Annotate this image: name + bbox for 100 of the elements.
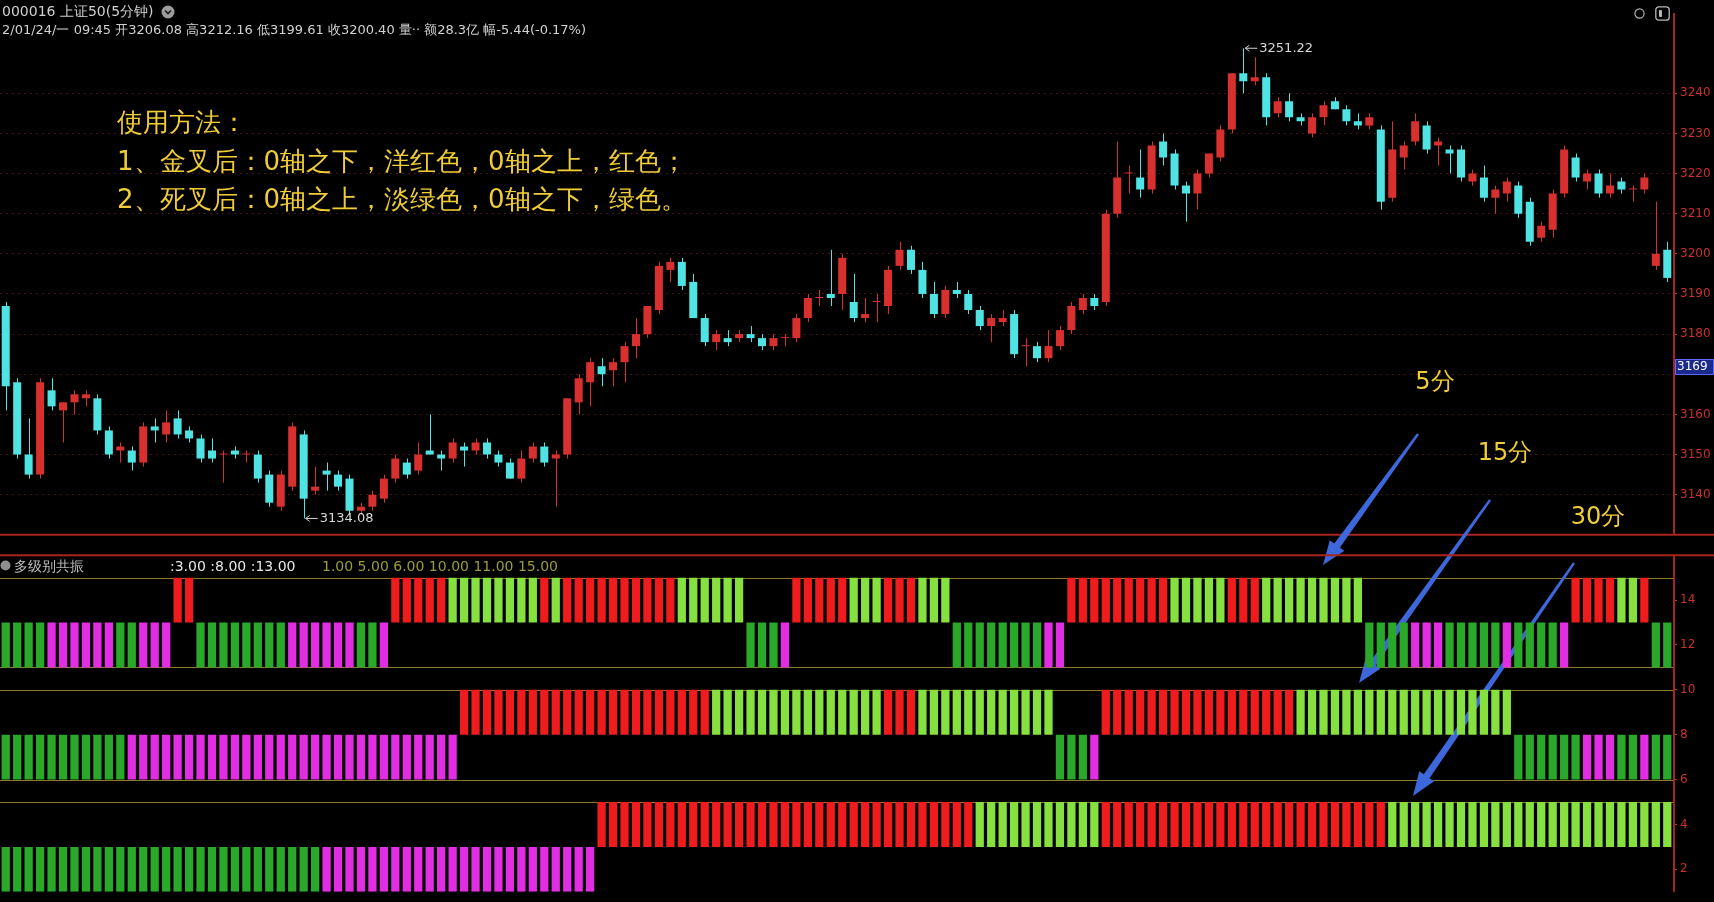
bar <box>826 802 835 847</box>
bar <box>574 577 583 623</box>
bar <box>116 622 125 668</box>
bar <box>1124 577 1133 623</box>
bar <box>276 622 285 668</box>
bar <box>116 734 125 780</box>
bar <box>162 734 171 780</box>
y-tick-label: 4 <box>1680 816 1688 831</box>
bar <box>402 734 411 780</box>
annotation: 15分 <box>1477 438 1533 467</box>
annotation: 5分 <box>1415 367 1455 396</box>
bar <box>1376 689 1385 735</box>
bar <box>1422 689 1431 735</box>
bar <box>631 577 641 623</box>
candlestick <box>482 437 492 460</box>
bar <box>1319 802 1328 847</box>
candlestick <box>219 450 228 484</box>
bar <box>425 734 434 780</box>
bar <box>1468 622 1477 668</box>
bar <box>150 734 159 780</box>
bar <box>906 577 916 623</box>
candlestick <box>379 474 388 504</box>
bar <box>173 577 182 623</box>
candlestick <box>59 401 68 443</box>
candlestick <box>1319 100 1328 126</box>
bar <box>906 802 916 847</box>
bar <box>1319 689 1328 735</box>
bar <box>746 802 755 847</box>
bar <box>929 802 939 847</box>
y-tick-label: 3160 <box>1680 406 1711 421</box>
candlestick <box>311 466 320 496</box>
bar <box>987 689 996 735</box>
candlestick <box>1445 144 1454 175</box>
bar <box>1 622 10 668</box>
candlestick <box>1078 293 1087 315</box>
chart-title: 多级别共振 <box>14 557 84 574</box>
bar <box>757 622 767 668</box>
bar <box>230 622 240 668</box>
bar <box>47 846 56 892</box>
bar <box>1399 622 1408 668</box>
candlestick <box>1583 169 1592 191</box>
bar <box>448 734 457 780</box>
bar <box>1055 734 1065 780</box>
bar <box>104 734 113 780</box>
candlestick <box>1273 96 1282 118</box>
bar <box>24 846 33 892</box>
bar <box>1582 734 1592 780</box>
bar <box>253 622 262 668</box>
bar <box>1663 734 1672 780</box>
candlestick <box>322 462 331 492</box>
bar <box>207 734 217 780</box>
bar <box>81 734 91 780</box>
bar <box>826 577 835 623</box>
bar <box>1124 802 1133 847</box>
bar <box>1548 734 1557 780</box>
bar <box>414 577 423 623</box>
bar <box>391 577 400 623</box>
candlestick <box>1434 136 1443 167</box>
y-tick-label: 3200 <box>1680 245 1711 260</box>
bar <box>207 622 217 668</box>
candlestick <box>906 245 915 275</box>
bar <box>173 734 182 780</box>
bar <box>1147 802 1156 847</box>
bar <box>849 802 858 847</box>
bar <box>139 846 148 892</box>
bar <box>1009 622 1019 668</box>
bar <box>482 846 492 892</box>
bar <box>425 846 434 892</box>
bar <box>184 734 194 780</box>
bar <box>1342 802 1351 847</box>
bar <box>1307 689 1317 735</box>
bar <box>322 622 331 668</box>
annotation: 30分 <box>1570 502 1626 531</box>
candlestick <box>872 293 881 323</box>
bar <box>242 622 251 668</box>
bar <box>1250 577 1259 623</box>
bar <box>643 802 652 847</box>
bar <box>643 577 652 623</box>
bar <box>437 577 446 623</box>
bar <box>1445 689 1454 735</box>
bar <box>964 622 973 668</box>
candlestick <box>1021 337 1030 367</box>
bar <box>918 802 927 847</box>
bar <box>1021 689 1030 735</box>
y-tick-label: 8 <box>1680 726 1688 741</box>
candlestick <box>460 441 469 468</box>
y-tick-label: 6 <box>1680 771 1688 786</box>
bar <box>1456 689 1466 735</box>
bar <box>1594 577 1603 623</box>
y-tick-label: 3140 <box>1680 486 1711 501</box>
bar <box>322 846 331 892</box>
bar <box>253 846 262 892</box>
bar <box>1388 622 1397 668</box>
candlestick <box>975 305 984 331</box>
bar <box>13 846 22 892</box>
bar <box>265 622 274 668</box>
annotation: 1、金叉后：0轴之下，洋红色，0轴之上，红色； <box>117 145 687 176</box>
candlestick <box>402 458 411 480</box>
y-tick-label: 3150 <box>1680 446 1711 461</box>
bar <box>1491 689 1500 735</box>
